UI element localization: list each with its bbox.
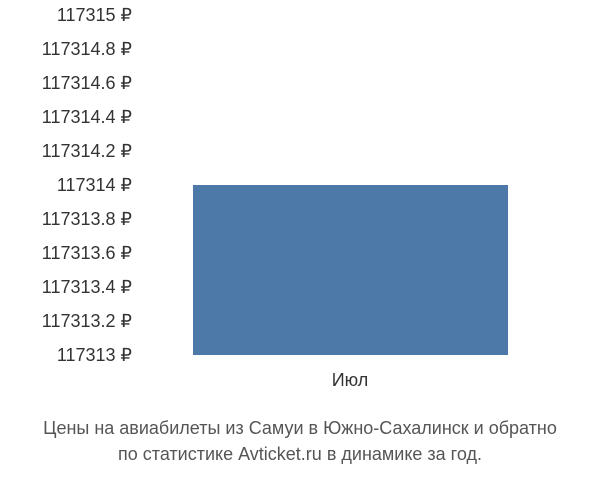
chart-caption: Цены на авиабилеты из Самуи в Южно-Сахал… [0,415,600,467]
y-tick-label: 117313 ₽ [2,346,132,364]
y-tick-label: 117314.6 ₽ [2,74,132,92]
x-tick-label: Июл [300,370,400,391]
y-tick-label: 117314 ₽ [2,176,132,194]
y-tick-label: 117314.8 ₽ [2,40,132,58]
price-chart: 117315 ₽ 117314.8 ₽ 117314.6 ₽ 117314.4 ₽ 11… [0,0,600,500]
y-tick-label: 117315 ₽ [2,6,132,24]
y-tick-label: 117314.2 ₽ [2,142,132,160]
y-tick-label: 117313.6 ₽ [2,244,132,262]
caption-line-1: Цены на авиабилеты из Самуи в Южно-Сахал… [43,418,557,438]
y-tick-label: 117314.4 ₽ [2,108,132,126]
y-tick-label: 117313.8 ₽ [2,210,132,228]
caption-line-2: по статистике Avticket.ru в динамике за … [118,444,482,464]
y-tick-label: 117313.2 ₽ [2,312,132,330]
bar [193,185,508,355]
plot-area [140,15,560,355]
y-tick-label: 117313.4 ₽ [2,278,132,296]
